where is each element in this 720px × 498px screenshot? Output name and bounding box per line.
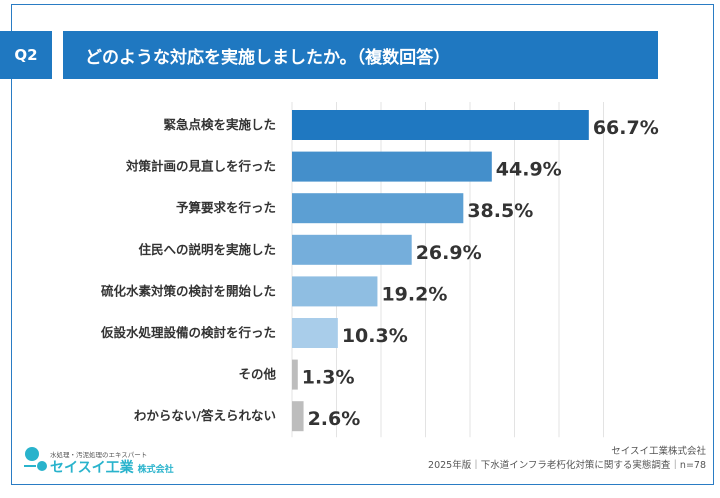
bar: [292, 401, 304, 432]
credit: セイスイ工業株式会社 2025年版｜下水道インフラ老朽化対策に関する実態調査｜n…: [428, 445, 706, 473]
data-label: 26.9%: [416, 242, 482, 264]
bar: [292, 193, 464, 224]
category-label: 仮設水処理設備の検討を行った: [100, 325, 276, 340]
data-label: 19.2%: [381, 283, 447, 305]
logo-name: セイスイ工業 株式会社: [50, 460, 174, 476]
bar: [292, 318, 338, 348]
bar: [292, 359, 298, 390]
chart-frame: [11, 4, 714, 485]
bar: [292, 151, 492, 182]
category-label: 硫化水素対策の検討を開始した: [101, 283, 276, 298]
bar: [292, 234, 412, 265]
data-label: 2.6%: [308, 408, 361, 430]
bar: [292, 110, 589, 140]
category-label: 緊急点検を実施した: [163, 117, 276, 132]
data-label: 44.9%: [496, 159, 562, 181]
category-label: 予算要求を行った: [176, 200, 276, 215]
category-label: 住民への説明を実施した: [138, 242, 276, 257]
data-label: 66.7%: [593, 117, 659, 139]
logo-icon: [24, 447, 47, 471]
company-name: セイスイ工業株式会社: [611, 446, 706, 457]
category-label: その他: [238, 367, 276, 382]
bar: [292, 276, 378, 307]
data-label: 38.5%: [467, 200, 533, 222]
category-label: 対策計画の見直しを行った: [125, 159, 276, 174]
source-note: 2025年版｜下水道インフラ老朽化対策に関する実態調査｜n=78: [428, 460, 706, 471]
logo-tagline: 水処理・汚泥処理のエキスパート: [50, 451, 148, 459]
data-label: 10.3%: [342, 325, 408, 347]
data-label: 1.3%: [302, 367, 355, 389]
question-number: Q2: [0, 31, 52, 79]
category-label: わからない/答えられない: [134, 408, 276, 423]
page-title: どのような対応を実施しましたか。（複数回答）: [63, 31, 658, 79]
